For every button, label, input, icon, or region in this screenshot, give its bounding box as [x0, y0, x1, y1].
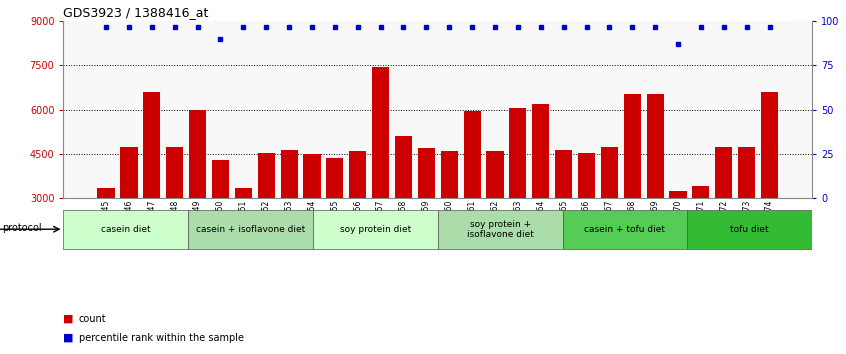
Bar — [212, 160, 229, 287]
Text: ■: ■ — [63, 314, 74, 324]
Bar — [372, 67, 389, 287]
Bar — [578, 153, 595, 287]
Bar — [258, 153, 275, 287]
Bar — [687, 210, 812, 249]
Text: casein + isoflavone diet: casein + isoflavone diet — [196, 225, 305, 234]
Bar — [738, 147, 755, 287]
Bar — [532, 104, 549, 287]
Bar — [646, 93, 664, 287]
Bar — [327, 159, 343, 287]
Text: GDS3923 / 1388416_at: GDS3923 / 1388416_at — [63, 6, 209, 19]
Text: tofu diet: tofu diet — [730, 225, 769, 234]
Text: percentile rank within the sample: percentile rank within the sample — [79, 333, 244, 343]
Bar — [120, 147, 138, 287]
Text: ■: ■ — [63, 333, 74, 343]
Bar — [63, 210, 188, 249]
Bar — [464, 111, 481, 287]
Bar — [349, 151, 366, 287]
Bar — [188, 210, 313, 249]
Bar — [234, 188, 252, 287]
Bar — [313, 210, 437, 249]
Bar — [304, 154, 321, 287]
Bar — [624, 93, 641, 287]
Bar — [669, 191, 687, 287]
Bar — [418, 148, 435, 287]
Bar — [441, 151, 458, 287]
Bar — [715, 147, 733, 287]
Bar — [761, 92, 778, 287]
Text: soy protein diet: soy protein diet — [340, 225, 411, 234]
Bar — [692, 187, 710, 287]
Text: casein + tofu diet: casein + tofu diet — [585, 225, 666, 234]
Text: count: count — [79, 314, 107, 324]
Bar — [555, 150, 572, 287]
Bar — [395, 136, 412, 287]
Bar — [509, 108, 526, 287]
Text: protocol: protocol — [2, 223, 41, 233]
Bar — [189, 110, 206, 287]
Bar — [486, 151, 503, 287]
Bar — [563, 210, 687, 249]
Text: soy protein +
isoflavone diet: soy protein + isoflavone diet — [467, 219, 534, 239]
Bar — [601, 147, 618, 287]
Bar — [437, 210, 563, 249]
Bar — [281, 150, 298, 287]
Bar — [143, 92, 161, 287]
Bar — [166, 147, 184, 287]
Text: casein diet: casein diet — [101, 225, 151, 234]
Bar — [97, 188, 115, 287]
